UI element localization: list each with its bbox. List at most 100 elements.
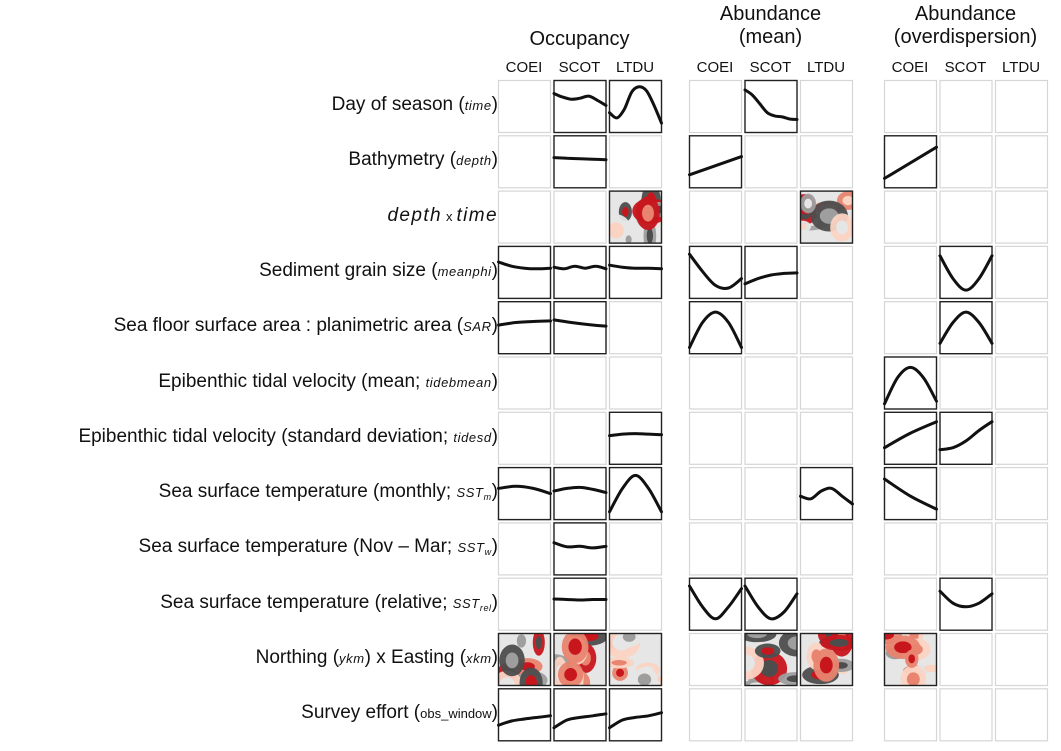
effect-panel-line [883, 466, 938, 521]
panel-frame [608, 245, 663, 300]
effect-panel-line [743, 245, 799, 300]
map-contour-core [622, 207, 629, 217]
spatial-surface [884, 633, 937, 686]
row-label: Sea surface temperature (Nov – Mar; SSTw… [139, 536, 498, 558]
panel-frame [688, 577, 743, 631]
empty-panel [994, 577, 1049, 631]
map-contour-core [819, 656, 833, 674]
smooth-effect-line [883, 477, 938, 511]
smooth-effect-line [938, 254, 994, 292]
panel-frame [939, 411, 993, 465]
group-title: (mean) [738, 26, 803, 48]
empty-panel [883, 688, 938, 742]
empty-panel [497, 190, 552, 244]
smooth-effect-line [608, 473, 663, 514]
effect-panel-line [743, 577, 799, 631]
row-label: Sediment grain size (meanphi) [259, 260, 498, 282]
map-contour-core [622, 633, 636, 642]
empty-panel [883, 522, 938, 576]
effect-panel-line [608, 688, 663, 742]
species-header-coei: COEI [696, 59, 734, 76]
spatial-surface [800, 191, 853, 244]
empty-panel [994, 688, 1049, 742]
row-label: Bathymetry (depth) [348, 149, 498, 171]
effect-panel-line [938, 245, 994, 300]
effect-panel-map [608, 190, 663, 244]
panel-frame [688, 301, 743, 355]
map-contour-core [908, 654, 916, 664]
effect-panel-line [497, 245, 552, 300]
panel-frame [883, 632, 938, 687]
empty-panel [939, 79, 993, 134]
panel-frame [883, 411, 938, 465]
empty-panel [939, 135, 993, 189]
empty-panel [553, 356, 607, 410]
species-header-scot: SCOT [944, 59, 987, 76]
panel-frame [799, 190, 854, 244]
smooth-effect-line [552, 485, 608, 495]
empty-panel [744, 356, 798, 410]
species-header-ltdu: LTDU [806, 59, 846, 76]
effect-panel-line [883, 411, 938, 465]
empty-panel [688, 411, 743, 465]
empty-panel [688, 190, 743, 244]
map-contour-core [642, 204, 654, 222]
row-label-part: ) [491, 481, 498, 503]
map-contour-core [836, 220, 848, 235]
row-label: Sea floor surface area : planimetric are… [114, 315, 498, 337]
effect-panel-line [497, 688, 552, 742]
empty-panel [994, 522, 1049, 576]
map-contour-core [611, 659, 627, 666]
row-label-part: ) [491, 647, 498, 668]
panel-frame [883, 356, 938, 410]
row-label-part: rel [479, 602, 492, 613]
map-contour-core [894, 641, 912, 654]
empty-panel [939, 356, 993, 410]
empty-panel [608, 577, 663, 631]
effect-panel-line [938, 411, 994, 465]
row-label-part: ) [491, 591, 498, 613]
empty-panel [799, 356, 854, 410]
row-label-part: xkm [466, 651, 492, 666]
empty-panel [744, 467, 798, 521]
row-label: Sea surface temperature (monthly; SSTm) [159, 481, 498, 503]
panel-frame [608, 190, 663, 244]
effect-panel-line [497, 301, 552, 355]
effect-panel-line [938, 577, 994, 631]
empty-panel [883, 190, 938, 244]
map-contour-core [535, 635, 542, 650]
effect-panel-map [608, 632, 663, 687]
spatial-surface [498, 633, 551, 686]
row-label-part: ) [491, 425, 498, 447]
empty-panel [608, 301, 663, 355]
panel-frame [497, 688, 552, 742]
smooth-effect-line [938, 589, 994, 609]
smooth-effect-line [497, 484, 552, 496]
smooth-effect-line [608, 711, 663, 730]
panel-frame [553, 245, 607, 300]
empty-panel [994, 79, 1049, 134]
row-label-part: SST [456, 485, 484, 501]
panel-frame [608, 411, 663, 465]
effect-panel-line [552, 577, 608, 631]
panel-frame [608, 632, 663, 687]
empty-panel [994, 467, 1049, 521]
map-contour-core [516, 634, 527, 648]
effect-panel-line [688, 245, 743, 300]
row-label-part: tidesd [453, 429, 492, 445]
row-label-part: Northing ( [255, 647, 340, 668]
smooth-effect-line [743, 271, 799, 286]
map-contour-core [625, 235, 632, 244]
effect-panel-line [743, 79, 799, 134]
smooth-effect-line [552, 541, 608, 550]
smooth-effect-line [497, 260, 552, 271]
group-title: Abundance [914, 3, 1017, 25]
empty-panel [744, 522, 798, 576]
effect-panel-line [552, 522, 608, 576]
effect-panel-map [744, 632, 798, 687]
empty-panel [688, 356, 743, 410]
empty-panel [688, 522, 743, 576]
species-header-ltdu: LTDU [615, 59, 655, 76]
empty-panel [994, 190, 1049, 244]
panel-frame [497, 301, 552, 355]
